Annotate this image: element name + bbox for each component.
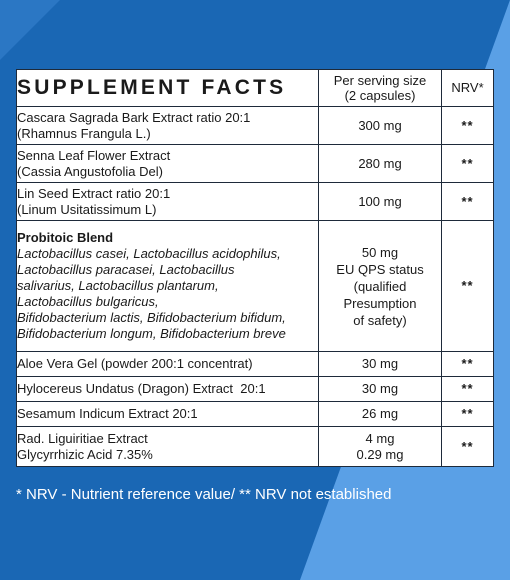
- ingredient-name: Rad. Liguiritiae Extract Glycyrrhizic Ac…: [16, 426, 319, 467]
- ingredient-nrv: **: [441, 106, 494, 145]
- ingredient-amount-line2: 0.29 mg: [356, 446, 404, 462]
- table-title: SUPPLEMENT FACTS: [16, 69, 319, 107]
- nrv-header: NRV*: [441, 69, 494, 107]
- blend-amount-line: EU QPS status: [336, 261, 424, 277]
- ingredient-nrv: **: [441, 426, 494, 467]
- ingredient-name-line1: Senna Leaf Flower Extract: [17, 147, 171, 163]
- ingredient-name: Sesamum Indicum Extract 20:1: [16, 401, 319, 427]
- supplement-facts-table: SUPPLEMENT FACTS Per serving size (2 cap…: [16, 69, 494, 467]
- ingredient-name-line2: (Linum Usitatissimum L): [17, 201, 157, 217]
- ingredient-nrv: **: [441, 351, 494, 377]
- blend-name-cell: Probitoic Blend Lactobacillus casei, Lac…: [16, 220, 319, 352]
- ingredient-amount: 26 mg: [318, 401, 442, 427]
- ingredient-amount: 100 mg: [318, 182, 442, 221]
- ingredient-name-line2: Glycyrrhizic Acid 7.35%: [17, 446, 153, 462]
- nrv-footnote: * NRV - Nutrient reference value/ ** NRV…: [16, 486, 392, 503]
- ingredient-name: Senna Leaf Flower Extract (Cassia Angust…: [16, 144, 319, 183]
- ingredient-name: Hylocereus Undatus (Dragon) Extract 20:1: [16, 376, 319, 402]
- table-row: Sesamum Indicum Extract 20:1 26 mg **: [16, 401, 494, 427]
- table-row: Lin Seed Extract ratio 20:1 (Linum Usita…: [16, 182, 494, 221]
- ingredient-name-line2: (Rhamnus Frangula L.): [17, 125, 151, 141]
- ingredient-amount: 30 mg: [318, 351, 442, 377]
- blend-amount-line: 50 mg: [361, 244, 399, 260]
- table-row-probiotic-blend: Probitoic Blend Lactobacillus casei, Lac…: [16, 220, 494, 352]
- ingredient-name-line1: Rad. Liguiritiae Extract: [17, 430, 148, 446]
- table-row: Rad. Liguiritiae Extract Glycyrrhizic Ac…: [16, 426, 494, 467]
- ingredient-name: Cascara Sagrada Bark Extract ratio 20:1 …: [16, 106, 319, 145]
- ingredient-amount: 30 mg: [318, 376, 442, 402]
- serving-size-line2: (2 capsules): [344, 88, 416, 103]
- blend-strain-line: Bifidobacterium longum, Bifidobacterium …: [17, 326, 286, 341]
- table-row: Senna Leaf Flower Extract (Cassia Angust…: [16, 144, 494, 183]
- ingredient-amount: 280 mg: [318, 144, 442, 183]
- ingredient-name: Aloe Vera Gel (powder 200:1 concentrat): [16, 351, 319, 377]
- serving-size-header: Per serving size (2 capsules): [318, 69, 442, 107]
- table-row: Hylocereus Undatus (Dragon) Extract 20:1…: [16, 376, 494, 402]
- blend-amount-line: (qualified: [353, 278, 407, 294]
- ingredient-amount: 4 mg 0.29 mg: [318, 426, 442, 467]
- ingredient-nrv: **: [441, 182, 494, 221]
- blend-amount-cell: 50 mg EU QPS status (qualified Presumpti…: [318, 220, 442, 352]
- ingredient-amount: 300 mg: [318, 106, 442, 145]
- ingredient-name-line2: (Cassia Angustofolia Del): [17, 163, 163, 179]
- serving-size-line1: Per serving size: [333, 73, 427, 88]
- blend-strain-line: salivarius, Lactobacillus plantarum,: [17, 278, 219, 293]
- ingredient-nrv: **: [441, 376, 494, 402]
- blend-strain-line: Lactobacillus casei, Lactobacillus acido…: [17, 246, 281, 261]
- ingredient-nrv: **: [441, 144, 494, 183]
- table-row: Aloe Vera Gel (powder 200:1 concentrat) …: [16, 351, 494, 377]
- blend-amount-line: Presumption: [343, 295, 417, 311]
- blend-amount-line: of safety): [353, 312, 407, 328]
- supplement-facts-panel: SUPPLEMENT FACTS Per serving size (2 cap…: [16, 69, 494, 467]
- table-row: Cascara Sagrada Bark Extract ratio 20:1 …: [16, 106, 494, 145]
- blend-nrv: **: [441, 220, 494, 352]
- blend-name: Probitoic Blend: [17, 230, 114, 245]
- ingredient-name-line1: Lin Seed Extract ratio 20:1: [17, 185, 171, 201]
- blend-strain-line: Lactobacillus bulgaricus,: [17, 294, 159, 309]
- ingredient-amount-line1: 4 mg: [365, 430, 395, 446]
- blend-strain-line: Lactobacillus paracasei, Lactobacillus: [17, 262, 235, 277]
- ingredient-name-line1: Cascara Sagrada Bark Extract ratio 20:1: [17, 109, 251, 125]
- table-header-row: SUPPLEMENT FACTS Per serving size (2 cap…: [16, 69, 494, 107]
- ingredient-nrv: **: [441, 401, 494, 427]
- blend-strain-line: Bifidobacterium lactis, Bifidobacterium …: [17, 310, 286, 325]
- ingredient-name: Lin Seed Extract ratio 20:1 (Linum Usita…: [16, 182, 319, 221]
